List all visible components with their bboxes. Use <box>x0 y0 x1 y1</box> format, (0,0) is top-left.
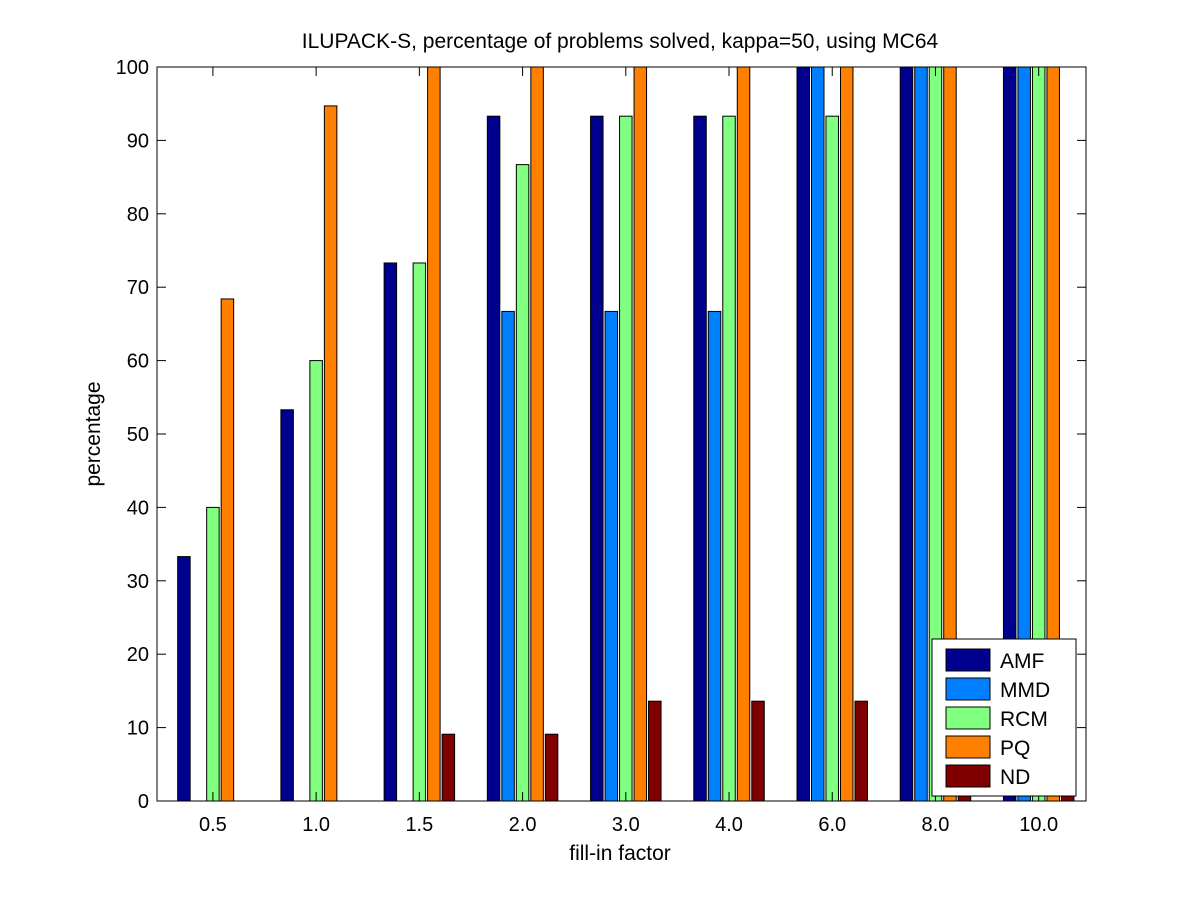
bar-amf-3-0 <box>590 115 604 802</box>
bar-rcm-4-0 <box>722 115 736 802</box>
bar-pq-1-0 <box>323 105 338 802</box>
bar-rcm-3-0 <box>619 115 633 802</box>
y-tick-label: 40 <box>127 497 149 519</box>
bar-amf-4-0 <box>693 115 707 802</box>
legend-swatch-nd <box>945 764 991 788</box>
bar-pq-3-0 <box>633 66 648 802</box>
bar-rcm-1-0 <box>309 360 323 802</box>
legend-label-pq: PQ <box>1000 737 1030 760</box>
bar-pq-6-0 <box>839 66 854 802</box>
bar-nd-1-5 <box>441 733 456 802</box>
x-tick-label: 3.0 <box>612 814 640 836</box>
legend-label-amf: AMF <box>1000 650 1044 673</box>
y-tick-label: 20 <box>127 644 149 666</box>
bar-amf-1-5 <box>383 262 398 802</box>
y-axis-title: percentage <box>82 381 105 486</box>
bar-nd-4-0 <box>751 700 765 802</box>
bar-mmd-8-0 <box>914 66 928 802</box>
legend-label-mmd: MMD <box>1000 679 1050 702</box>
x-tick-label: 0.5 <box>199 814 227 836</box>
y-tick-label: 100 <box>116 57 149 79</box>
bar-amf-2-0 <box>486 115 501 802</box>
legend-swatch-amf <box>945 648 991 672</box>
y-tick-label: 0 <box>138 791 149 813</box>
bar-mmd-2-0 <box>501 310 515 802</box>
x-tick-label: 8.0 <box>922 814 950 836</box>
x-tick-label: 1.5 <box>405 814 433 836</box>
y-tick-label: 70 <box>127 277 149 299</box>
bar-mmd-6-0 <box>810 66 825 802</box>
y-tick-label: 60 <box>127 351 149 373</box>
bar-nd-3-0 <box>648 700 662 802</box>
legend-swatch-pq <box>945 735 991 759</box>
x-tick-label: 1.0 <box>302 814 330 836</box>
bar-nd-2-0 <box>544 733 559 802</box>
legend: AMF MMD RCM PQ ND <box>931 638 1077 797</box>
chart-title: ILUPACK-S, percentage of problems solved… <box>302 30 939 53</box>
x-tick-label: 6.0 <box>818 814 846 836</box>
legend-swatch-rcm <box>945 706 991 730</box>
x-tick-label: 10.0 <box>1019 814 1058 836</box>
ticks-layer: 0 10 20 30 40 50 60 70 80 90 100 0.5 1.0 1.5 2.0 3.0 4.0… <box>116 57 1086 836</box>
y-tick-label: 30 <box>127 571 149 593</box>
y-tick-label: 50 <box>127 424 149 446</box>
bar-pq-2-0 <box>530 66 544 802</box>
y-tick-label: 10 <box>127 718 149 740</box>
x-tick-label: 2.0 <box>509 814 537 836</box>
bar-nd-6-0 <box>854 700 868 802</box>
legend-label-nd: ND <box>1000 766 1030 789</box>
bar-mmd-3-0 <box>604 310 619 802</box>
bar-amf-8-0 <box>899 66 914 802</box>
bar-rcm-2-0 <box>515 164 530 802</box>
bar-pq-0-5 <box>220 298 235 802</box>
bar-rcm-6-0 <box>825 115 839 802</box>
bar-mmd-4-0 <box>707 310 722 802</box>
bar-pq-1-5 <box>427 66 441 802</box>
x-axis-title: fill-in factor <box>569 842 671 865</box>
bars-layer <box>177 66 1075 802</box>
y-tick-label: 90 <box>127 130 149 152</box>
bar-pq-4-0 <box>736 66 751 802</box>
legend-label-rcm: RCM <box>1000 708 1048 731</box>
bar-amf-0-5 <box>177 556 191 802</box>
y-tick-label: 80 <box>127 204 149 226</box>
bar-rcm-0-5 <box>206 506 220 802</box>
bar-amf-6-0 <box>796 66 810 802</box>
bar-rcm-1-5 <box>412 262 427 802</box>
bar-amf-1-0 <box>280 409 294 802</box>
legend-swatch-mmd <box>945 677 991 701</box>
x-tick-label: 4.0 <box>715 814 743 836</box>
